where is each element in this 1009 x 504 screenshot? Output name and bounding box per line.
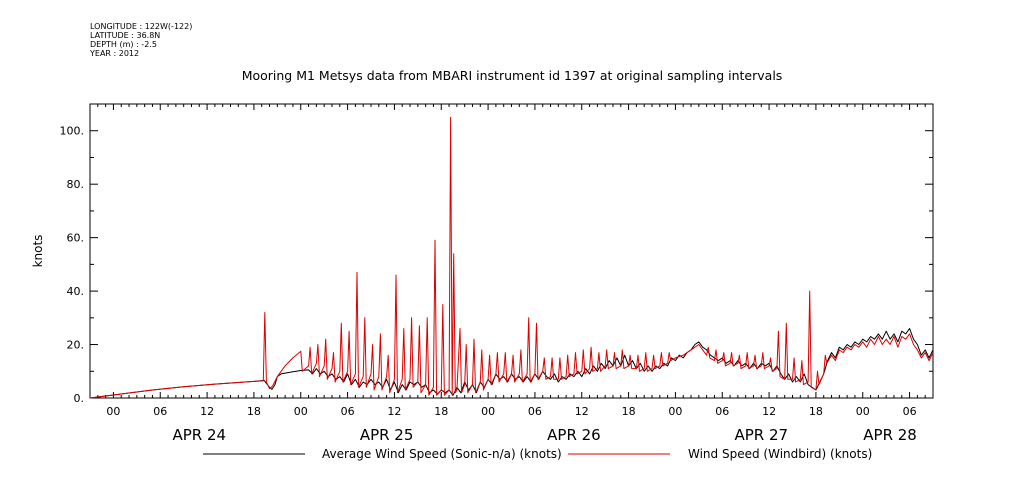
y-tick-label: 60. [67, 232, 85, 245]
y-axis-label: knots [31, 235, 45, 268]
x-tick-label: 06 [903, 405, 917, 418]
x-tick-label: 18 [247, 405, 261, 418]
x-tick-label: 18 [622, 405, 636, 418]
date-label: APR 27 [734, 426, 788, 444]
x-tick-label: 00 [481, 405, 495, 418]
x-tick-label: 06 [341, 405, 355, 418]
x-tick-label: 00 [668, 405, 682, 418]
y-tick-label: 20. [67, 339, 85, 352]
legend-label-average-wind: Average Wind Speed (Sonic-n/a) (knots) [322, 447, 562, 461]
y-tick-label: 40. [67, 285, 85, 298]
y-tick-labels: 0. 20. 40. 60. 80. 100. [60, 125, 85, 405]
mooring-metadata: LONGITUDE : 122W(-122) LATITUDE : 36.8N … [90, 22, 192, 58]
depth-label: DEPTH (m) : -2.5 [90, 40, 157, 49]
y-tick-label: 80. [67, 178, 85, 191]
date-labels: APR 24 APR 25 APR 26 APR 27 APR 28 [172, 426, 916, 444]
year-label: YEAR : 2012 [90, 49, 140, 58]
x-tick-label: 18 [434, 405, 448, 418]
latitude-label: LATITUDE : 36.8N [90, 31, 161, 40]
x-tick-label: 00 [856, 405, 870, 418]
y-tick-label: 0. [74, 392, 85, 405]
date-label: APR 26 [547, 426, 601, 444]
x-tick-label: 12 [200, 405, 214, 418]
x-tick-label: 06 [153, 405, 167, 418]
axis-ticks [89, 103, 934, 399]
date-label: APR 24 [172, 426, 226, 444]
x-tick-label: 12 [762, 405, 776, 418]
x-tick-label: 12 [387, 405, 401, 418]
x-tick-label: 00 [294, 405, 308, 418]
legend: Average Wind Speed (Sonic-n/a) (knots) W… [203, 447, 872, 461]
longitude-label: LONGITUDE : 122W(-122) [90, 22, 193, 31]
y-tick-label: 100. [60, 125, 85, 138]
series-line-average-wind [89, 328, 934, 399]
series-line-windbird [89, 116, 934, 399]
data-series [89, 116, 934, 399]
x-tick-label: 06 [528, 405, 542, 418]
x-tick-labels: 00 06 12 18 00 06 12 18 00 06 12 18 00 06 12 18 00 06 [106, 405, 916, 418]
x-tick-label: 00 [106, 405, 120, 418]
chart-title: Mooring M1 Metsys data from MBARI instru… [242, 68, 783, 83]
x-tick-label: 12 [575, 405, 589, 418]
legend-label-windbird: Wind Speed (Windbird) (knots) [688, 447, 872, 461]
plot-frame [89, 103, 934, 399]
date-label: APR 28 [863, 426, 917, 444]
x-tick-label: 18 [809, 405, 823, 418]
x-tick-label: 06 [715, 405, 729, 418]
date-label: APR 25 [360, 426, 414, 444]
